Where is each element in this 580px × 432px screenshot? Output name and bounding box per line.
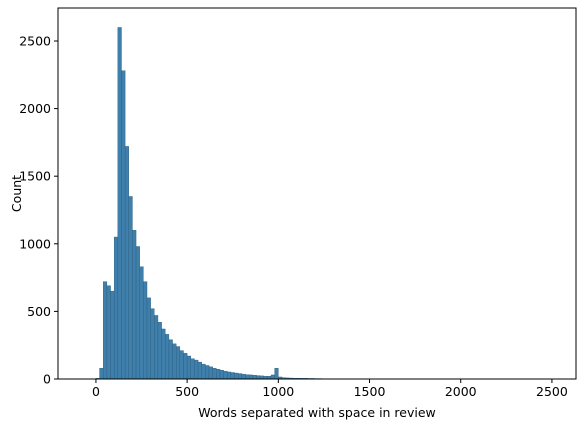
bar xyxy=(150,308,155,380)
y-tick-label: 1500 xyxy=(19,169,51,184)
bar xyxy=(256,375,261,380)
bar xyxy=(146,297,151,380)
y-tick-label: 1000 xyxy=(19,236,51,251)
x-tick-label: 1500 xyxy=(354,384,386,399)
bar xyxy=(165,334,170,380)
bar xyxy=(227,371,232,380)
bar xyxy=(212,367,217,380)
bar xyxy=(128,196,133,380)
bar xyxy=(190,358,195,380)
bar xyxy=(216,369,221,380)
bar xyxy=(135,246,140,380)
bar xyxy=(208,366,213,380)
bar xyxy=(154,315,159,380)
x-axis-label: Words separated with space in review xyxy=(198,405,436,420)
bar xyxy=(223,370,228,380)
bar xyxy=(252,375,257,380)
bar xyxy=(139,266,144,380)
bar xyxy=(113,236,119,380)
y-tick-label: 2500 xyxy=(19,33,51,48)
bar xyxy=(234,372,239,380)
bar xyxy=(157,322,162,380)
bar xyxy=(110,290,115,380)
bar xyxy=(248,374,253,380)
bar xyxy=(161,328,166,380)
bar xyxy=(230,372,235,380)
y-axis-label: Count xyxy=(9,175,24,212)
bars xyxy=(95,27,549,380)
bar xyxy=(121,70,126,380)
bar xyxy=(172,343,177,380)
bar xyxy=(117,27,122,380)
bar xyxy=(197,361,202,380)
bar xyxy=(103,281,108,380)
bar xyxy=(245,374,250,380)
y-tick-label: 2000 xyxy=(19,101,51,116)
x-tick-label: 1000 xyxy=(262,384,294,399)
bar xyxy=(175,346,181,380)
bar xyxy=(274,367,279,380)
bar xyxy=(186,355,191,380)
bar xyxy=(270,374,275,380)
bar xyxy=(194,359,199,380)
bar xyxy=(205,365,210,380)
bar xyxy=(238,373,243,380)
bar xyxy=(183,353,188,380)
bar xyxy=(241,373,246,380)
axes-frame xyxy=(57,7,577,380)
x-tick-label: 2000 xyxy=(445,384,477,399)
bar xyxy=(124,146,129,380)
bar xyxy=(168,339,173,380)
x-tick-label: 500 xyxy=(175,384,199,399)
bar xyxy=(201,363,206,380)
y-tick-label: 0 xyxy=(43,372,51,387)
bar xyxy=(179,350,184,380)
y-tick-label: 500 xyxy=(27,304,51,319)
bar xyxy=(99,367,104,380)
x-tick-label: 0 xyxy=(92,384,100,399)
bar xyxy=(106,285,111,380)
bar xyxy=(132,230,137,380)
bar xyxy=(143,281,148,380)
bar xyxy=(219,370,224,380)
x-tick-label: 2500 xyxy=(536,384,568,399)
